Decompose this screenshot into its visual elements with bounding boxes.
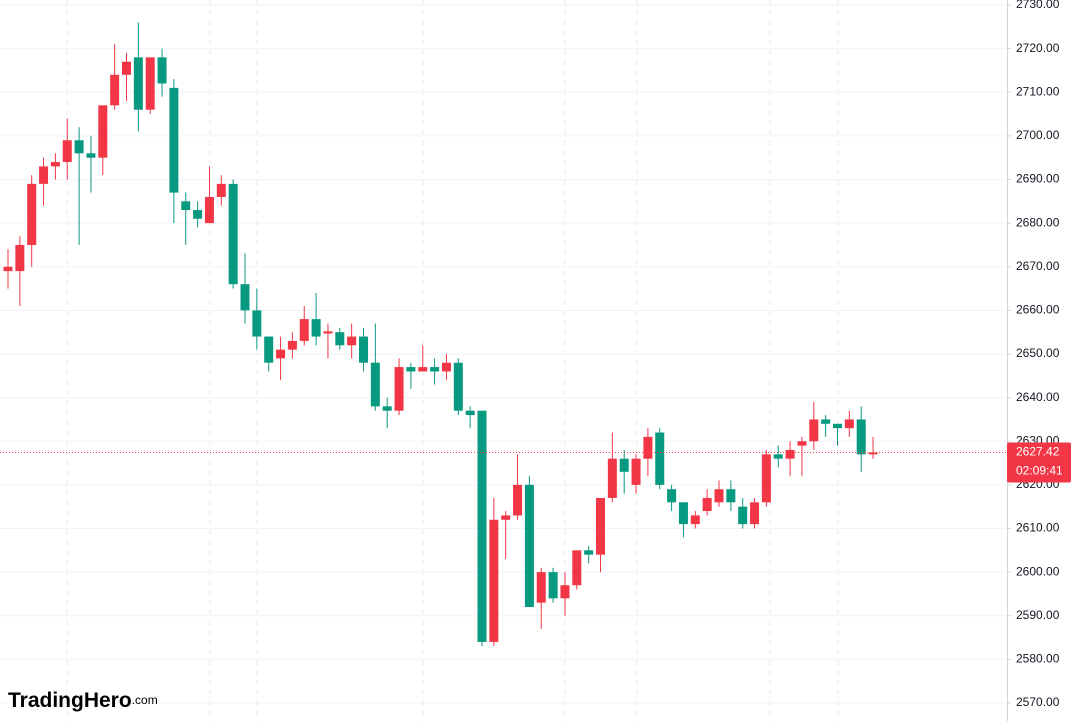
candle-body [690,515,700,525]
candle-body [347,336,357,346]
candle-body [157,57,167,84]
candle-body [50,162,60,167]
countdown-label: 02:09:41 [1016,464,1063,478]
candle-body [74,140,84,154]
plot [0,4,1007,704]
candle-body [204,196,214,224]
candle-body [868,452,878,455]
candle-body [477,410,487,642]
candle-body [773,454,783,459]
y-tick-label: 2660.00 [1016,303,1060,317]
candle-body [430,367,440,372]
candle-body [193,210,203,219]
candle-body [702,497,712,512]
time-grid [66,0,839,721]
y-tick-label: 2580.00 [1016,652,1060,666]
y-tick-label: 2600.00 [1016,564,1060,578]
candle-body [169,87,179,193]
candle-body [441,362,451,372]
candle-body [453,362,463,411]
last-price-label: 2627.42 [1016,445,1060,459]
y-tick-label: 2570.00 [1016,695,1060,709]
candle-body [359,336,368,363]
candle-body [3,266,13,272]
candle-body [216,183,226,197]
y-tick-label: 2680.00 [1016,215,1060,229]
candle-body [619,458,629,472]
candle-body [181,201,191,211]
y-tick-label: 2640.00 [1016,390,1060,404]
candle-body [596,497,605,555]
candle-body [122,61,131,75]
candle-body [856,419,866,455]
y-tick-label: 2670.00 [1016,259,1060,273]
candle-body [667,489,677,503]
y-tick-label: 2720.00 [1016,41,1060,55]
candle-body [524,484,534,608]
candle-body [252,310,262,337]
last-price-box [1007,442,1071,483]
candle-body [513,484,523,516]
candle-body [406,367,416,372]
candle-body [809,419,819,442]
y-tick-label: 2610.00 [1016,521,1060,535]
candle-body [572,550,582,586]
candle-body [394,367,404,411]
candle-body [418,367,428,372]
y-tick-label: 2700.00 [1016,128,1060,142]
y-tick-label: 2590.00 [1016,608,1060,622]
candle-body [714,489,724,503]
candle-body [821,419,831,424]
logo-suffix: .com [132,693,158,707]
candle-body [833,423,842,429]
candle-body [382,406,392,411]
y-tick-label: 2650.00 [1016,346,1060,360]
candle-body [655,432,665,485]
logo-name: TradingHero [8,689,132,712]
candle-body [62,140,72,163]
y-tick-label: 2690.00 [1016,172,1060,186]
candle-body [678,502,688,525]
candle-body [465,410,475,416]
candle-body [738,506,748,525]
candle-body [323,331,333,334]
candle-body [145,57,155,110]
candle-body [631,458,641,485]
candle-body [287,340,297,350]
candle-body [548,572,558,599]
candle-body [750,502,760,525]
candle-body [39,166,49,184]
candle-body [27,183,37,245]
candle-body [110,74,120,106]
candle-body [228,183,238,285]
candle-body [299,319,309,341]
candle-body [15,244,25,272]
candle-body [797,441,807,446]
logo: TradingHero.com [8,689,158,712]
candle-body [264,336,274,363]
candle-body [584,550,594,555]
candle-body [240,284,250,311]
candle-body [98,105,108,158]
candle-body [489,519,499,642]
candle-body [86,153,96,158]
candle-body [335,332,345,346]
candle-body [536,572,546,603]
candle-body [761,454,771,503]
candle-body [501,515,511,520]
candle-body [311,319,321,337]
candle-body [133,57,143,110]
candle-body [370,362,380,407]
candle-body [785,449,795,459]
candle-body [726,489,736,503]
candle-body [844,419,854,429]
candle-body [643,436,653,459]
candle-body [276,349,286,359]
candle-body [560,585,570,599]
y-tick-label: 2710.00 [1016,84,1060,98]
y-tick-label: 2730.00 [1016,0,1060,11]
candle-body [607,458,617,498]
